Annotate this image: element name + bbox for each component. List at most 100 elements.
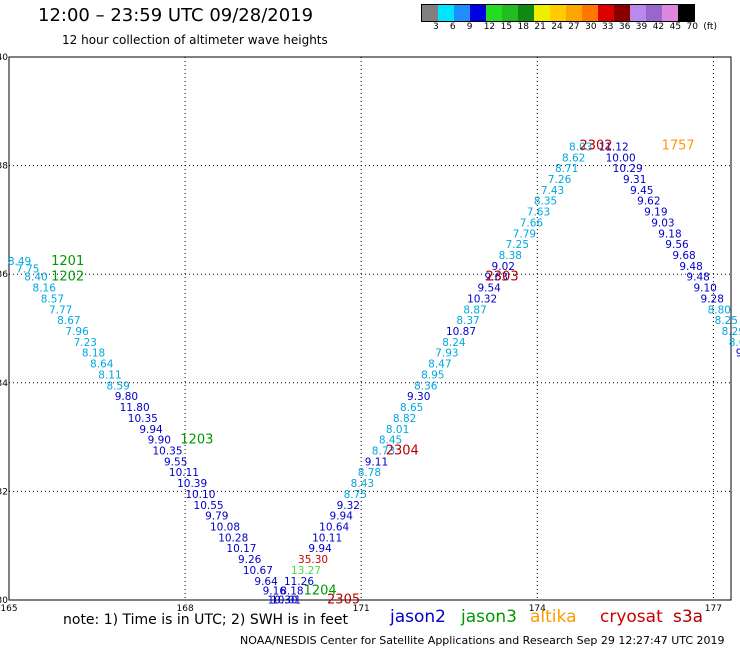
legend-swatch <box>614 5 630 21</box>
pass-time-label: 1202 <box>51 270 84 285</box>
wave-height-value: 8.38 <box>499 250 522 262</box>
wave-height-value: 10.35 <box>128 413 158 425</box>
wave-height-value: 8.45 <box>379 435 402 447</box>
wave-height-value: 9.19 <box>644 207 667 219</box>
wave-height-value: 9.55 <box>164 456 187 468</box>
wave-height-value: 8.78 <box>358 467 381 479</box>
wave-height-value: 9.30 <box>407 391 430 403</box>
wave-height-value: 10.11 <box>312 532 342 544</box>
wave-height-value: 10.29 <box>613 163 643 175</box>
wave-height-value: 8.49 <box>8 256 31 268</box>
wave-height-value: 10.67 <box>243 565 273 577</box>
wave-height-value: 7.26 <box>548 174 572 186</box>
wave-height-value: 9.79 <box>205 511 228 523</box>
wave-height-value: 10.00 <box>606 152 636 164</box>
legend-label: 33 <box>602 22 614 32</box>
wave-height-value: 7.63 <box>527 207 550 219</box>
legend-label: 36 <box>618 22 631 32</box>
wave-height-value: 10.55 <box>194 500 224 512</box>
wave-height-value: 9.48 <box>686 272 709 284</box>
wave-height-value: 7.66 <box>520 217 544 229</box>
wave-height-value: 11.26 <box>284 576 314 588</box>
wave-height-value: 9.32 <box>337 500 360 512</box>
y-tick-label: 34 <box>0 379 8 389</box>
wave-height-value: 8.01 <box>386 424 409 436</box>
legend-swatch <box>630 5 646 21</box>
wave-height-value: 8.47 <box>428 359 451 371</box>
wave-height-value: 10.30 <box>268 594 298 606</box>
legend-label: 3 <box>433 22 439 32</box>
legend-swatch <box>550 5 566 21</box>
pass-time-label: 2305 <box>327 592 360 607</box>
legend-label: 9 <box>466 22 473 32</box>
wave-height-value: 8.67 <box>57 315 80 327</box>
wave-height-value: 7.96 <box>65 326 89 338</box>
wave-height-value: 9.10 <box>693 283 716 295</box>
footer-note: note: 1) Time is in UTC; 2) SWH is in fe… <box>63 612 349 628</box>
wave-height-value: 13.27 <box>291 565 321 577</box>
wave-height-value: 10.32 <box>467 293 497 305</box>
wave-height-value: 9.03 <box>651 217 674 229</box>
satellite-legend-s3a: s3a <box>673 607 704 627</box>
wave-height-value: 9.63 <box>485 272 508 284</box>
x-tick-label: 168 <box>177 604 194 614</box>
wave-height-value: 11.80 <box>120 402 150 414</box>
wave-height-value: 8.37 <box>456 315 479 327</box>
wave-height-value: 9.68 <box>672 250 695 262</box>
wave-height-value: 9.94 <box>139 424 163 436</box>
wave-height-value: 10.17 <box>226 543 256 555</box>
wave-height-value: 8.65 <box>400 402 423 414</box>
wave-height-value: 9.28 <box>701 293 724 305</box>
legend-label: 39 <box>635 22 648 32</box>
legend-label: 24 <box>551 22 563 32</box>
plot-frame <box>8 56 732 601</box>
pass-time-label: 1757 <box>662 138 695 153</box>
pass-time-label: 1204 <box>304 584 337 599</box>
wave-height-value: 7.93 <box>435 348 458 360</box>
x-tick-label: 177 <box>705 604 722 614</box>
wave-height-value: 9.11 <box>736 348 740 360</box>
wave-height-value: 8.64 <box>729 337 740 349</box>
legend-swatch <box>438 5 454 21</box>
legend-label: 6 <box>449 22 456 32</box>
pass-time-label: 2303 <box>486 270 519 285</box>
wave-height-value: 8.35 <box>534 196 557 208</box>
wave-height-value: 8.59 <box>106 380 129 392</box>
legend-label: 42 <box>652 22 665 32</box>
wave-height-value: 7.77 <box>49 304 72 316</box>
wave-height-value: 10.39 <box>177 478 207 490</box>
legend-label: 45 <box>669 22 682 32</box>
wave-height-value: 9.80 <box>115 391 138 403</box>
wave-height-value: 10.35 <box>152 445 182 457</box>
wave-height-value: 10.01 <box>271 594 301 606</box>
legend-label: 18 <box>517 22 529 32</box>
legend-label: 30 <box>585 22 597 32</box>
y-tick-label: 36 <box>0 270 8 280</box>
legend-swatch <box>566 5 582 21</box>
wave-height-value: 9.64 <box>254 576 278 588</box>
wave-height-value: 8.11 <box>98 369 121 381</box>
legend-swatch <box>582 5 598 21</box>
legend-label: 70 <box>686 22 698 32</box>
wave-height-value: 9.90 <box>148 435 171 447</box>
map-title: 12:00 – 23:59 UTC 09/28/2019 <box>38 5 314 26</box>
x-tick-label: 165 <box>0 604 17 614</box>
wave-height-value: 9.11 <box>365 456 388 468</box>
wave-height-value: 8.95 <box>421 369 444 381</box>
legend-swatch <box>486 5 502 21</box>
legend-swatch <box>678 5 694 21</box>
wave-height-value: 8.75 <box>344 489 367 501</box>
x-tick-label: 171 <box>353 604 370 614</box>
wave-height-value: 10.10 <box>185 489 215 501</box>
wave-height-value: 8.36 <box>414 380 438 392</box>
wave-height-value: 7.25 <box>506 239 529 251</box>
legend-label: 12 <box>483 22 496 32</box>
legend-swatch <box>470 5 486 21</box>
wave-height-value: 7.23 <box>74 337 97 349</box>
satellite-legend-cryosat: cryosat <box>600 607 663 627</box>
legend-swatch <box>518 5 534 21</box>
wave-height-value: 7.79 <box>513 228 536 240</box>
wave-height-value: 9.16 <box>263 586 287 598</box>
legend-label: 15 <box>500 22 513 32</box>
